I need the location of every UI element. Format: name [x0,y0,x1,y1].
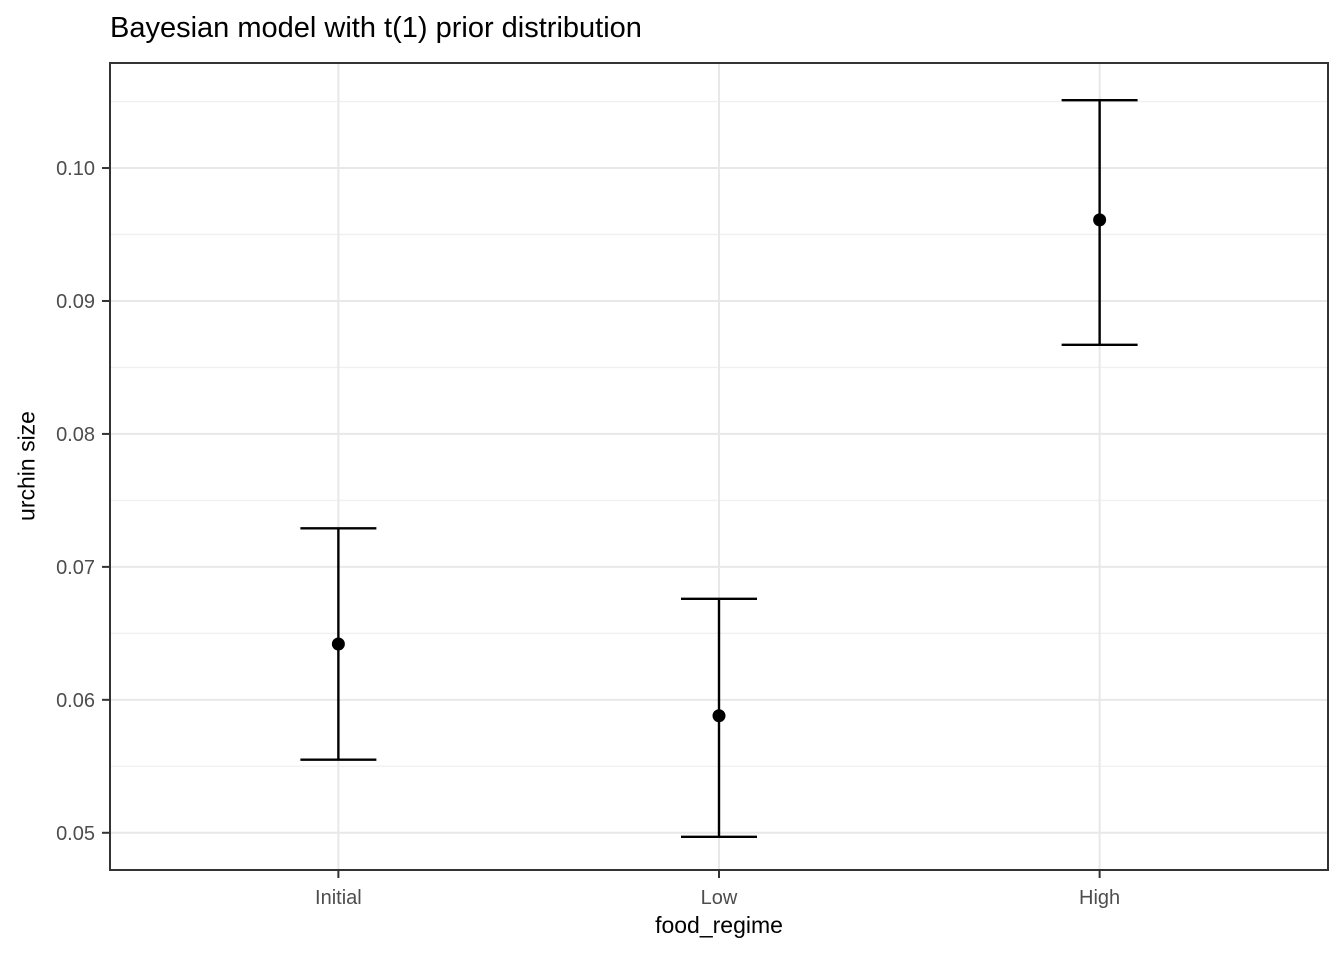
x-tick-label: Low [701,887,738,909]
data-point [1093,213,1107,227]
data-point [331,637,345,651]
y-tick-label: 0.05 [56,823,95,845]
x-tick-label: High [1079,887,1120,909]
y-tick-label: 0.08 [56,424,95,446]
y-tick-label: 0.10 [56,158,95,180]
x-tick-label: Initial [315,887,362,909]
x-axis-title: food_regime [655,912,783,938]
y-tick-label: 0.06 [56,690,95,712]
y-tick-label: 0.09 [56,291,95,313]
data-point [712,709,726,723]
y-tick-label: 0.07 [56,557,95,579]
chart-title: Bayesian model with t(1) prior distribut… [110,12,642,44]
